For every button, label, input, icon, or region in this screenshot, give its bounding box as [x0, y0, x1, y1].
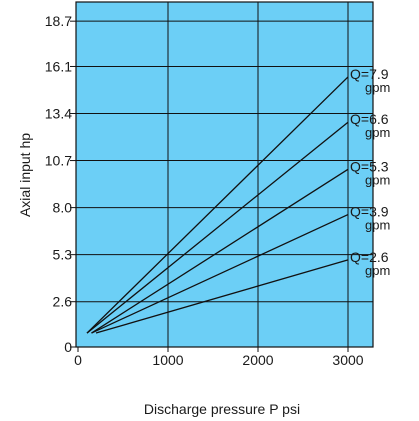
series-name-label: Q=5.3	[350, 158, 389, 174]
x-tick-label: 2000	[242, 352, 273, 368]
series-line	[91, 168, 349, 334]
y-axis-title: Axial input hp	[17, 133, 33, 217]
series-unit-label: gpm	[365, 172, 390, 187]
x-tick-label: 1000	[152, 352, 183, 368]
series-line	[86, 76, 349, 334]
series-unit-label: gpm	[365, 263, 390, 278]
y-tick-label: 0	[64, 339, 72, 355]
series-unit-label: gpm	[365, 218, 390, 233]
series-name-label: Q=3.9	[350, 204, 389, 220]
plot-frame	[75, 1, 374, 348]
y-tick-label: 16.1	[45, 58, 72, 74]
series-name-label: Q=6.6	[350, 111, 389, 127]
y-tick-label: 10.7	[45, 153, 72, 169]
y-tick-label: 18.7	[45, 13, 72, 29]
series-line	[86, 121, 349, 334]
x-tick-label: 0	[74, 352, 82, 368]
series-lines	[86, 76, 349, 334]
series-unit-label: gpm	[365, 80, 390, 95]
y-tick-label: 2.6	[53, 294, 73, 310]
y-axis: 0 2.6 5.3 8.0 10.7 13.4 16.1 18.7	[45, 13, 76, 355]
y-tick-label: 13.4	[45, 106, 72, 122]
y-tick-label: 5.3	[53, 247, 73, 263]
series-line	[91, 213, 349, 334]
series-name-label: Q=7.9	[350, 66, 389, 82]
x-tick-label: 3000	[332, 352, 363, 368]
x-axis: 0 1000 2000 3000	[74, 347, 364, 368]
grid-lines	[76, 2, 373, 347]
plot-area	[76, 2, 373, 347]
series-line	[95, 259, 349, 334]
series-name-label: Q=2.6	[350, 249, 389, 265]
series-unit-label: gpm	[365, 125, 390, 140]
x-axis-title: Discharge pressure P psi	[144, 401, 300, 417]
y-tick-label: 8.0	[53, 200, 73, 216]
